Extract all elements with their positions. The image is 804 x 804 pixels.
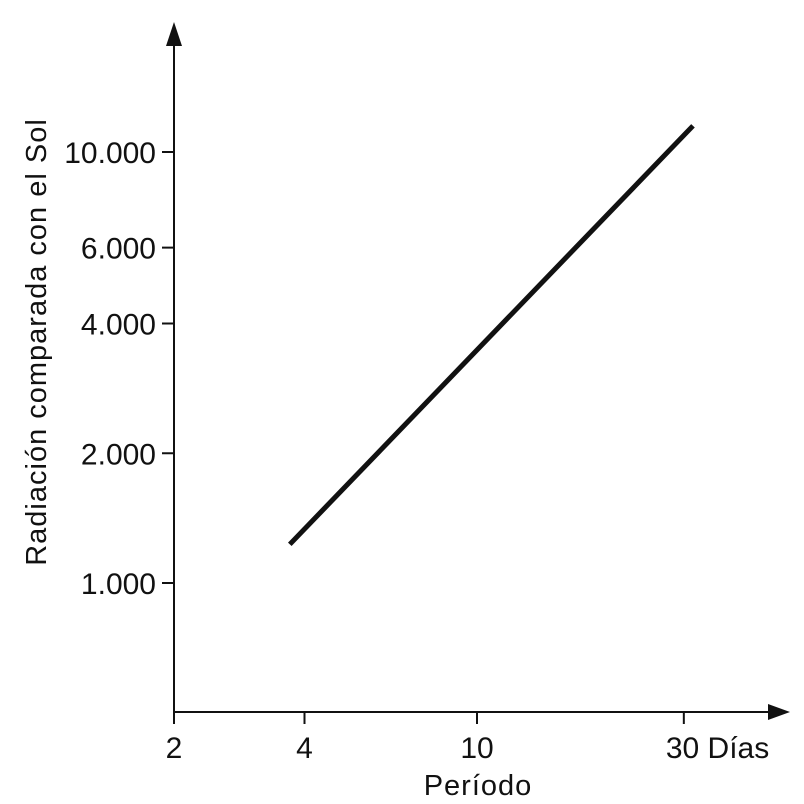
x-tick-label: 30 Días	[666, 732, 769, 765]
series-line-1	[287, 124, 695, 547]
y-tick-label: 1.000	[81, 568, 156, 601]
y-tick-label: 2.000	[81, 438, 156, 471]
plot-series	[287, 124, 695, 547]
y-tick-label: 4.000	[81, 309, 156, 342]
x-axis-arrow	[768, 704, 790, 720]
x-ticks: 2 4 10 30 Días	[166, 712, 769, 765]
y-axis-title: Radiación comparada con el Sol	[21, 118, 53, 566]
y-axis-arrow	[166, 22, 182, 46]
y-tick-label: 10.000	[64, 137, 156, 170]
x-axis: 2 4 10 30 Días Período	[166, 704, 790, 802]
x-tick-label: 10	[460, 732, 493, 765]
x-tick-label: 2	[166, 732, 183, 765]
x-tick-label: 4	[296, 732, 313, 765]
y-ticks: 1.000 2.000 4.000 6.000 10.000	[64, 137, 174, 601]
y-tick-label: 6.000	[81, 233, 156, 266]
y-axis: 1.000 2.000 4.000 6.000 10.000 Radiación com…	[21, 22, 182, 712]
x-axis-title: Período	[424, 770, 533, 802]
